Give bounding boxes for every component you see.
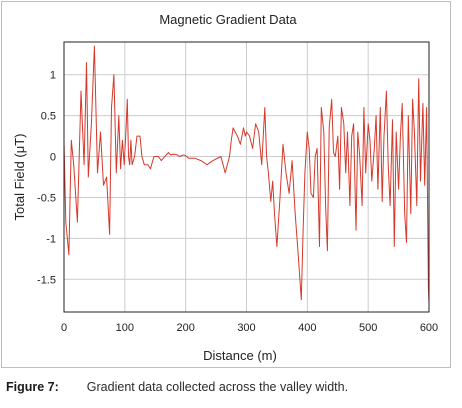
x-tick-label: 100 — [116, 322, 134, 334]
x-tick-label: 400 — [298, 322, 316, 334]
grid-lines — [63, 42, 430, 312]
caption-label: Figure 7: — [6, 380, 59, 394]
series-layer — [63, 45, 430, 304]
x-axis-ticks: 0 100 200 300 400 500 600 — [61, 322, 438, 334]
y-tick-label: 0.5 — [41, 111, 56, 123]
series-line — [63, 45, 430, 304]
x-tick-label: 200 — [176, 322, 194, 334]
caption-text: Gradient data collected across the valle… — [86, 380, 349, 394]
x-tick-label: 600 — [420, 322, 438, 334]
line-chart: Magnetic Gradient Data 0 100 200 300 400 500 6… — [12, 12, 438, 363]
y-tick-label: 0 — [50, 152, 56, 164]
y-tick-label: 1 — [50, 70, 56, 82]
x-tick-label: 300 — [237, 322, 255, 334]
plot-area-border — [63, 41, 430, 313]
x-axis-label: Distance (m) — [203, 348, 277, 363]
y-axis-label: Total Field (μT) — [12, 134, 27, 221]
y-tick-label: -1 — [46, 233, 56, 245]
y-axis-ticks: 1 0.5 0 -0.5 -1 -1.5 — [37, 70, 56, 287]
x-tick-label: 0 — [61, 322, 67, 334]
figure-caption: Figure 7: Gradient data collected across … — [6, 380, 348, 394]
y-tick-label: -0.5 — [37, 192, 56, 204]
chart-frame: Magnetic Gradient Data 0 100 200 300 400 500 6… — [1, 1, 451, 368]
y-tick-label: -1.5 — [37, 274, 56, 286]
x-tick-label: 500 — [359, 322, 377, 334]
chart-title: Magnetic Gradient Data — [159, 12, 297, 27]
